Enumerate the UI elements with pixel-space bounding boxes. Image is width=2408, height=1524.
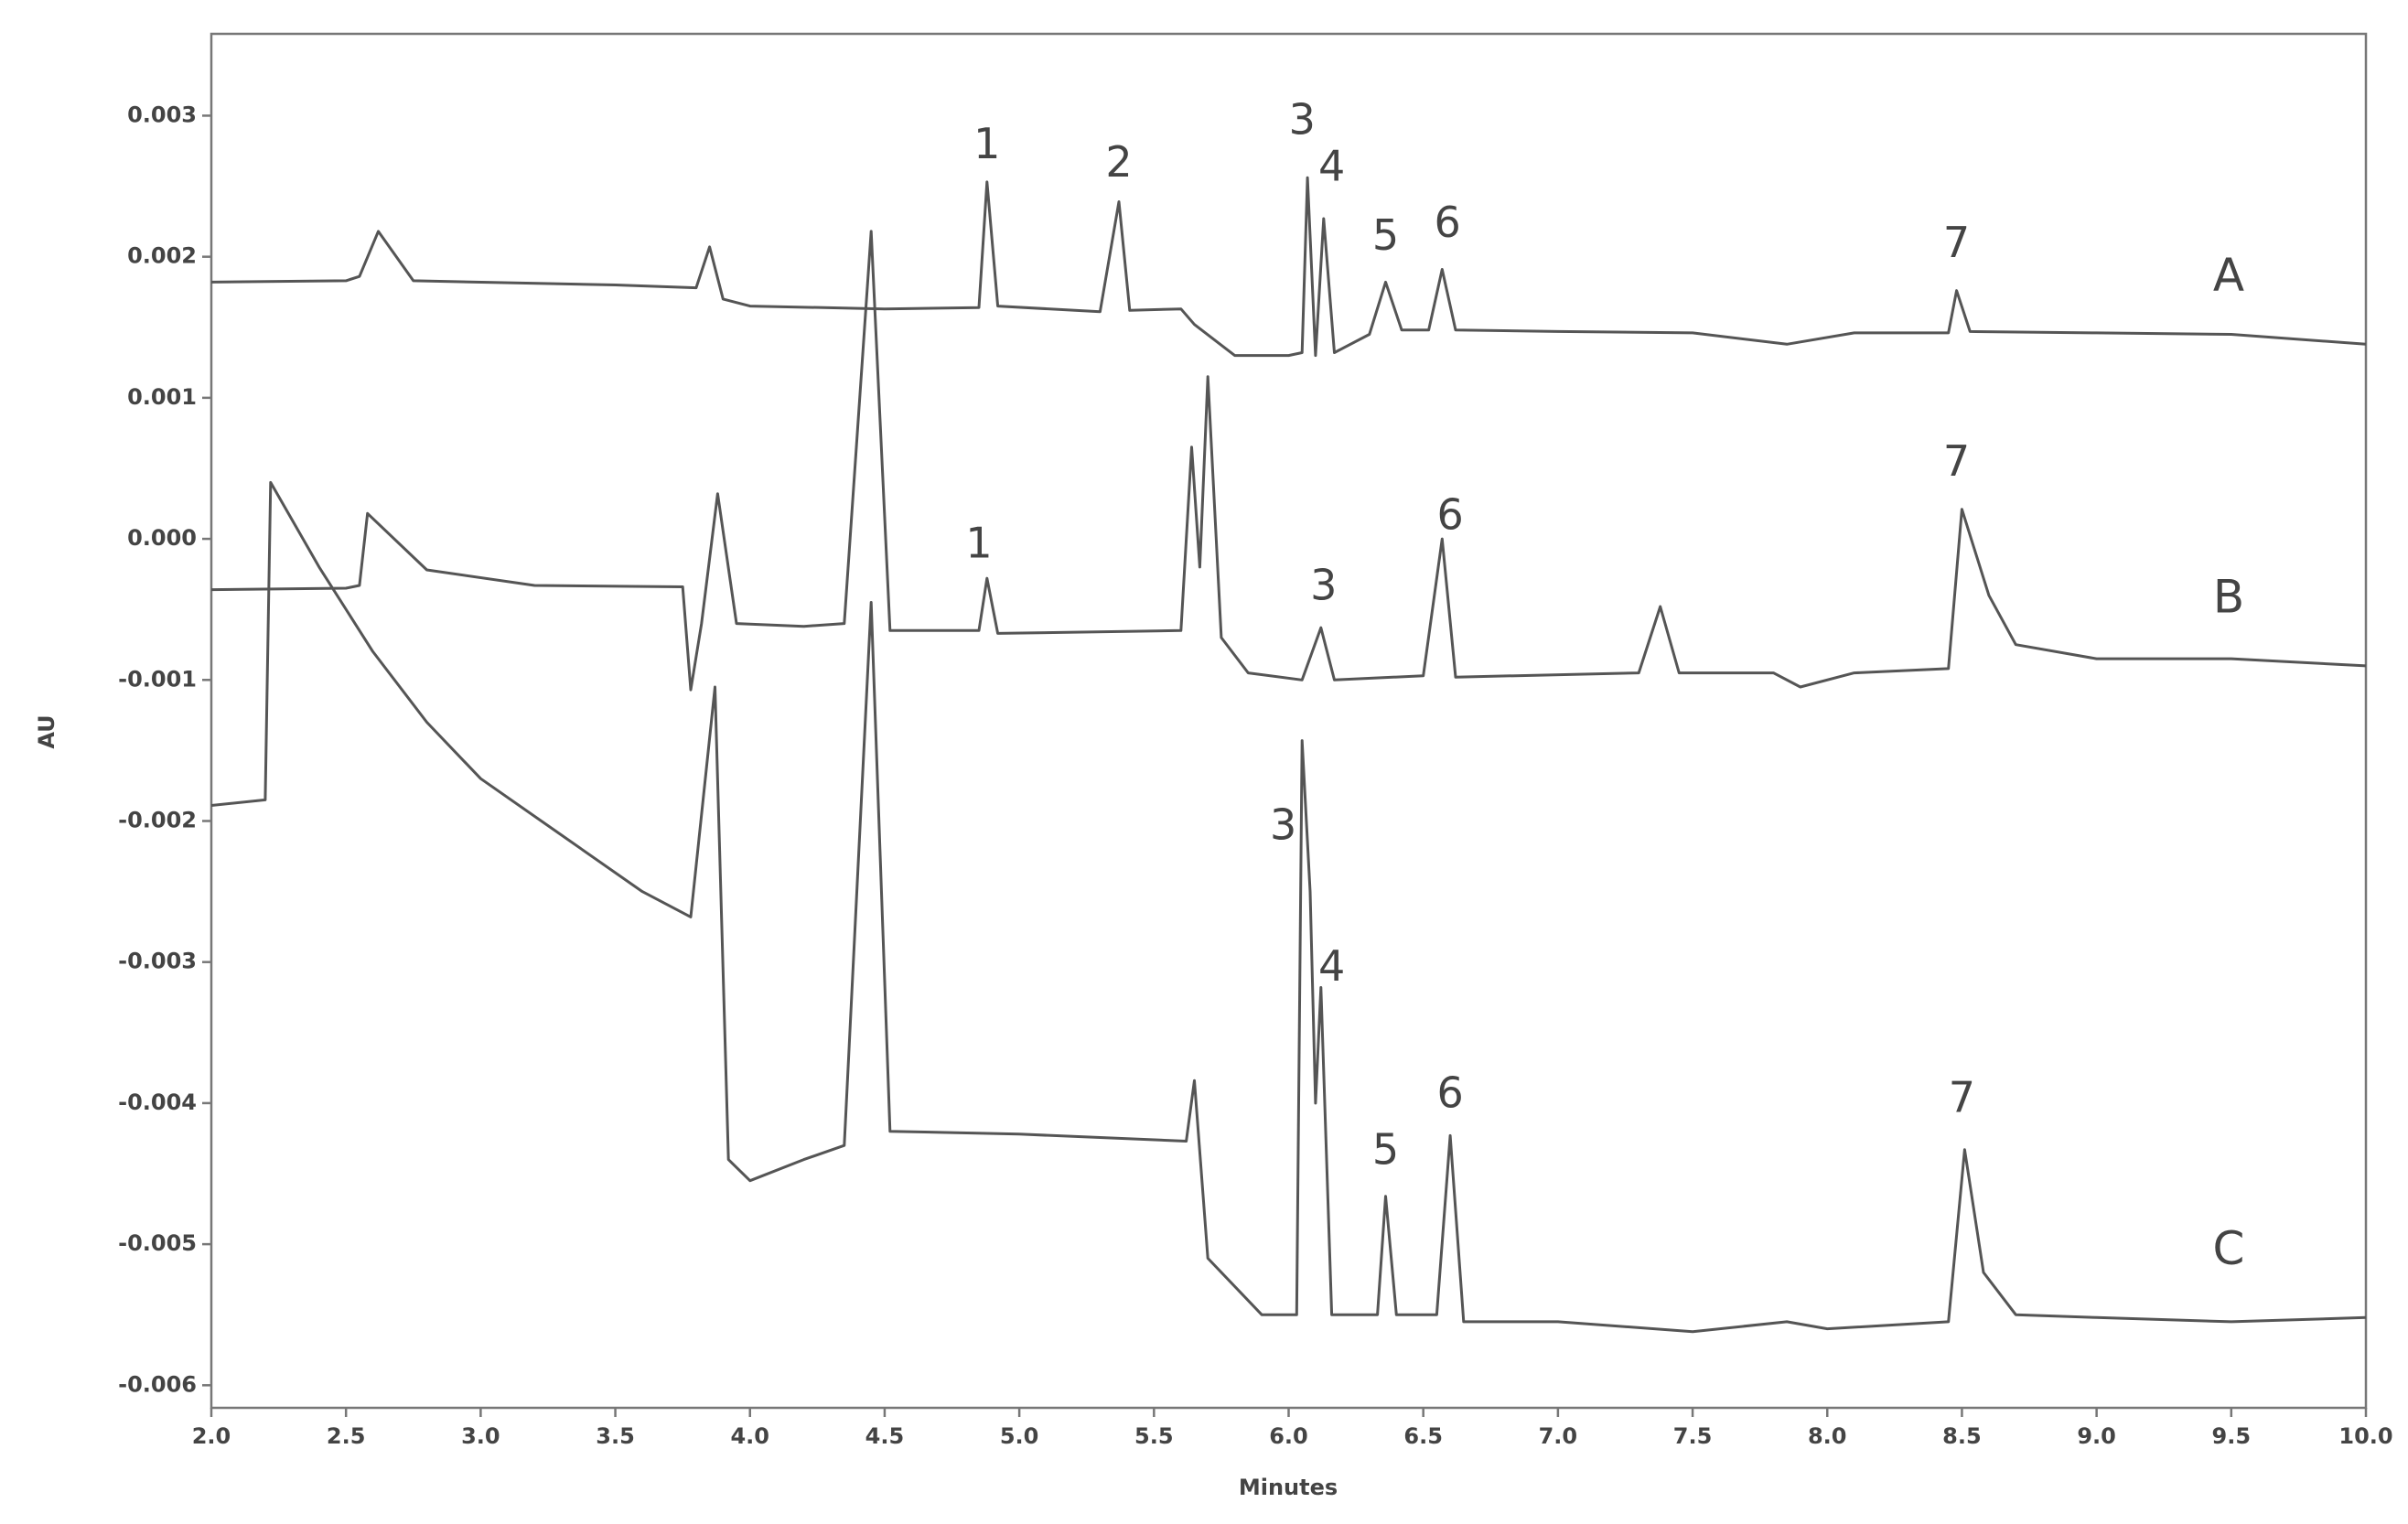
peak-label: 5 [1372, 1124, 1399, 1174]
series-line [210, 176, 2367, 358]
peak-label: 6 [1435, 198, 1461, 247]
x-tick-label: 5.5 [1134, 1423, 1174, 1449]
x-tick-label: 10.0 [2338, 1423, 2392, 1449]
x-tick-label: 3.5 [596, 1423, 635, 1449]
x-tick-label: 9.5 [2212, 1423, 2252, 1449]
y-tick-label: 0.002 [127, 243, 197, 269]
peak-label: 5 [1372, 210, 1399, 260]
x-tick-label: 7.5 [1673, 1423, 1713, 1449]
peak-label: 6 [1436, 1068, 1463, 1118]
peak-label: 6 [1436, 489, 1463, 539]
x-tick-label: 8.5 [1942, 1423, 1982, 1449]
peak-label: 4 [1318, 142, 1345, 191]
series-name: C [2213, 1222, 2245, 1275]
peak-label: 3 [1310, 561, 1337, 610]
plot-frame [210, 32, 2368, 1410]
series-name: A [2213, 249, 2244, 302]
x-tick-label: 8.0 [1808, 1423, 1847, 1449]
y-tick-label: 0.000 [127, 525, 197, 551]
peak-label: 4 [1318, 941, 1345, 991]
x-tick-label: 6.0 [1269, 1423, 1308, 1449]
x-tick-label: 7.0 [1539, 1423, 1578, 1449]
y-tick-label: -0.005 [118, 1230, 197, 1256]
x-tick-label: 3.0 [461, 1423, 500, 1449]
x-tick-label: 4.5 [865, 1423, 905, 1449]
y-tick-label: -0.002 [118, 807, 197, 832]
x-tick-label: 6.5 [1403, 1423, 1443, 1449]
peak-label: 7 [1949, 1072, 1975, 1122]
x-axis-label: Minutes [1239, 1475, 1338, 1500]
series-line [210, 230, 2367, 692]
series-name: B [2213, 570, 2244, 623]
y-tick-label: -0.001 [118, 666, 197, 692]
x-tick-label: 4.0 [730, 1423, 769, 1449]
y-tick-label: -0.003 [118, 949, 197, 974]
peak-label: 7 [1943, 218, 1970, 267]
peak-label: 7 [1943, 436, 1970, 486]
x-tick-label: 2.0 [192, 1423, 231, 1449]
peak-label: 1 [973, 119, 1000, 168]
y-axis-label: AU [34, 714, 59, 748]
y-tick-label: 0.003 [127, 102, 197, 127]
x-tick-label: 9.0 [2077, 1423, 2116, 1449]
peak-label: 3 [1270, 800, 1296, 850]
series-line [210, 480, 2367, 1334]
peak-label: 3 [1289, 95, 1316, 145]
peak-label: 2 [1105, 137, 1132, 187]
y-tick-label: 0.001 [127, 384, 197, 410]
peak-label: 1 [965, 518, 992, 567]
y-tick-label: -0.006 [118, 1371, 197, 1397]
y-tick-label: -0.004 [118, 1089, 197, 1115]
x-tick-label: 2.5 [327, 1423, 366, 1449]
x-tick-label: 5.0 [1000, 1423, 1039, 1449]
